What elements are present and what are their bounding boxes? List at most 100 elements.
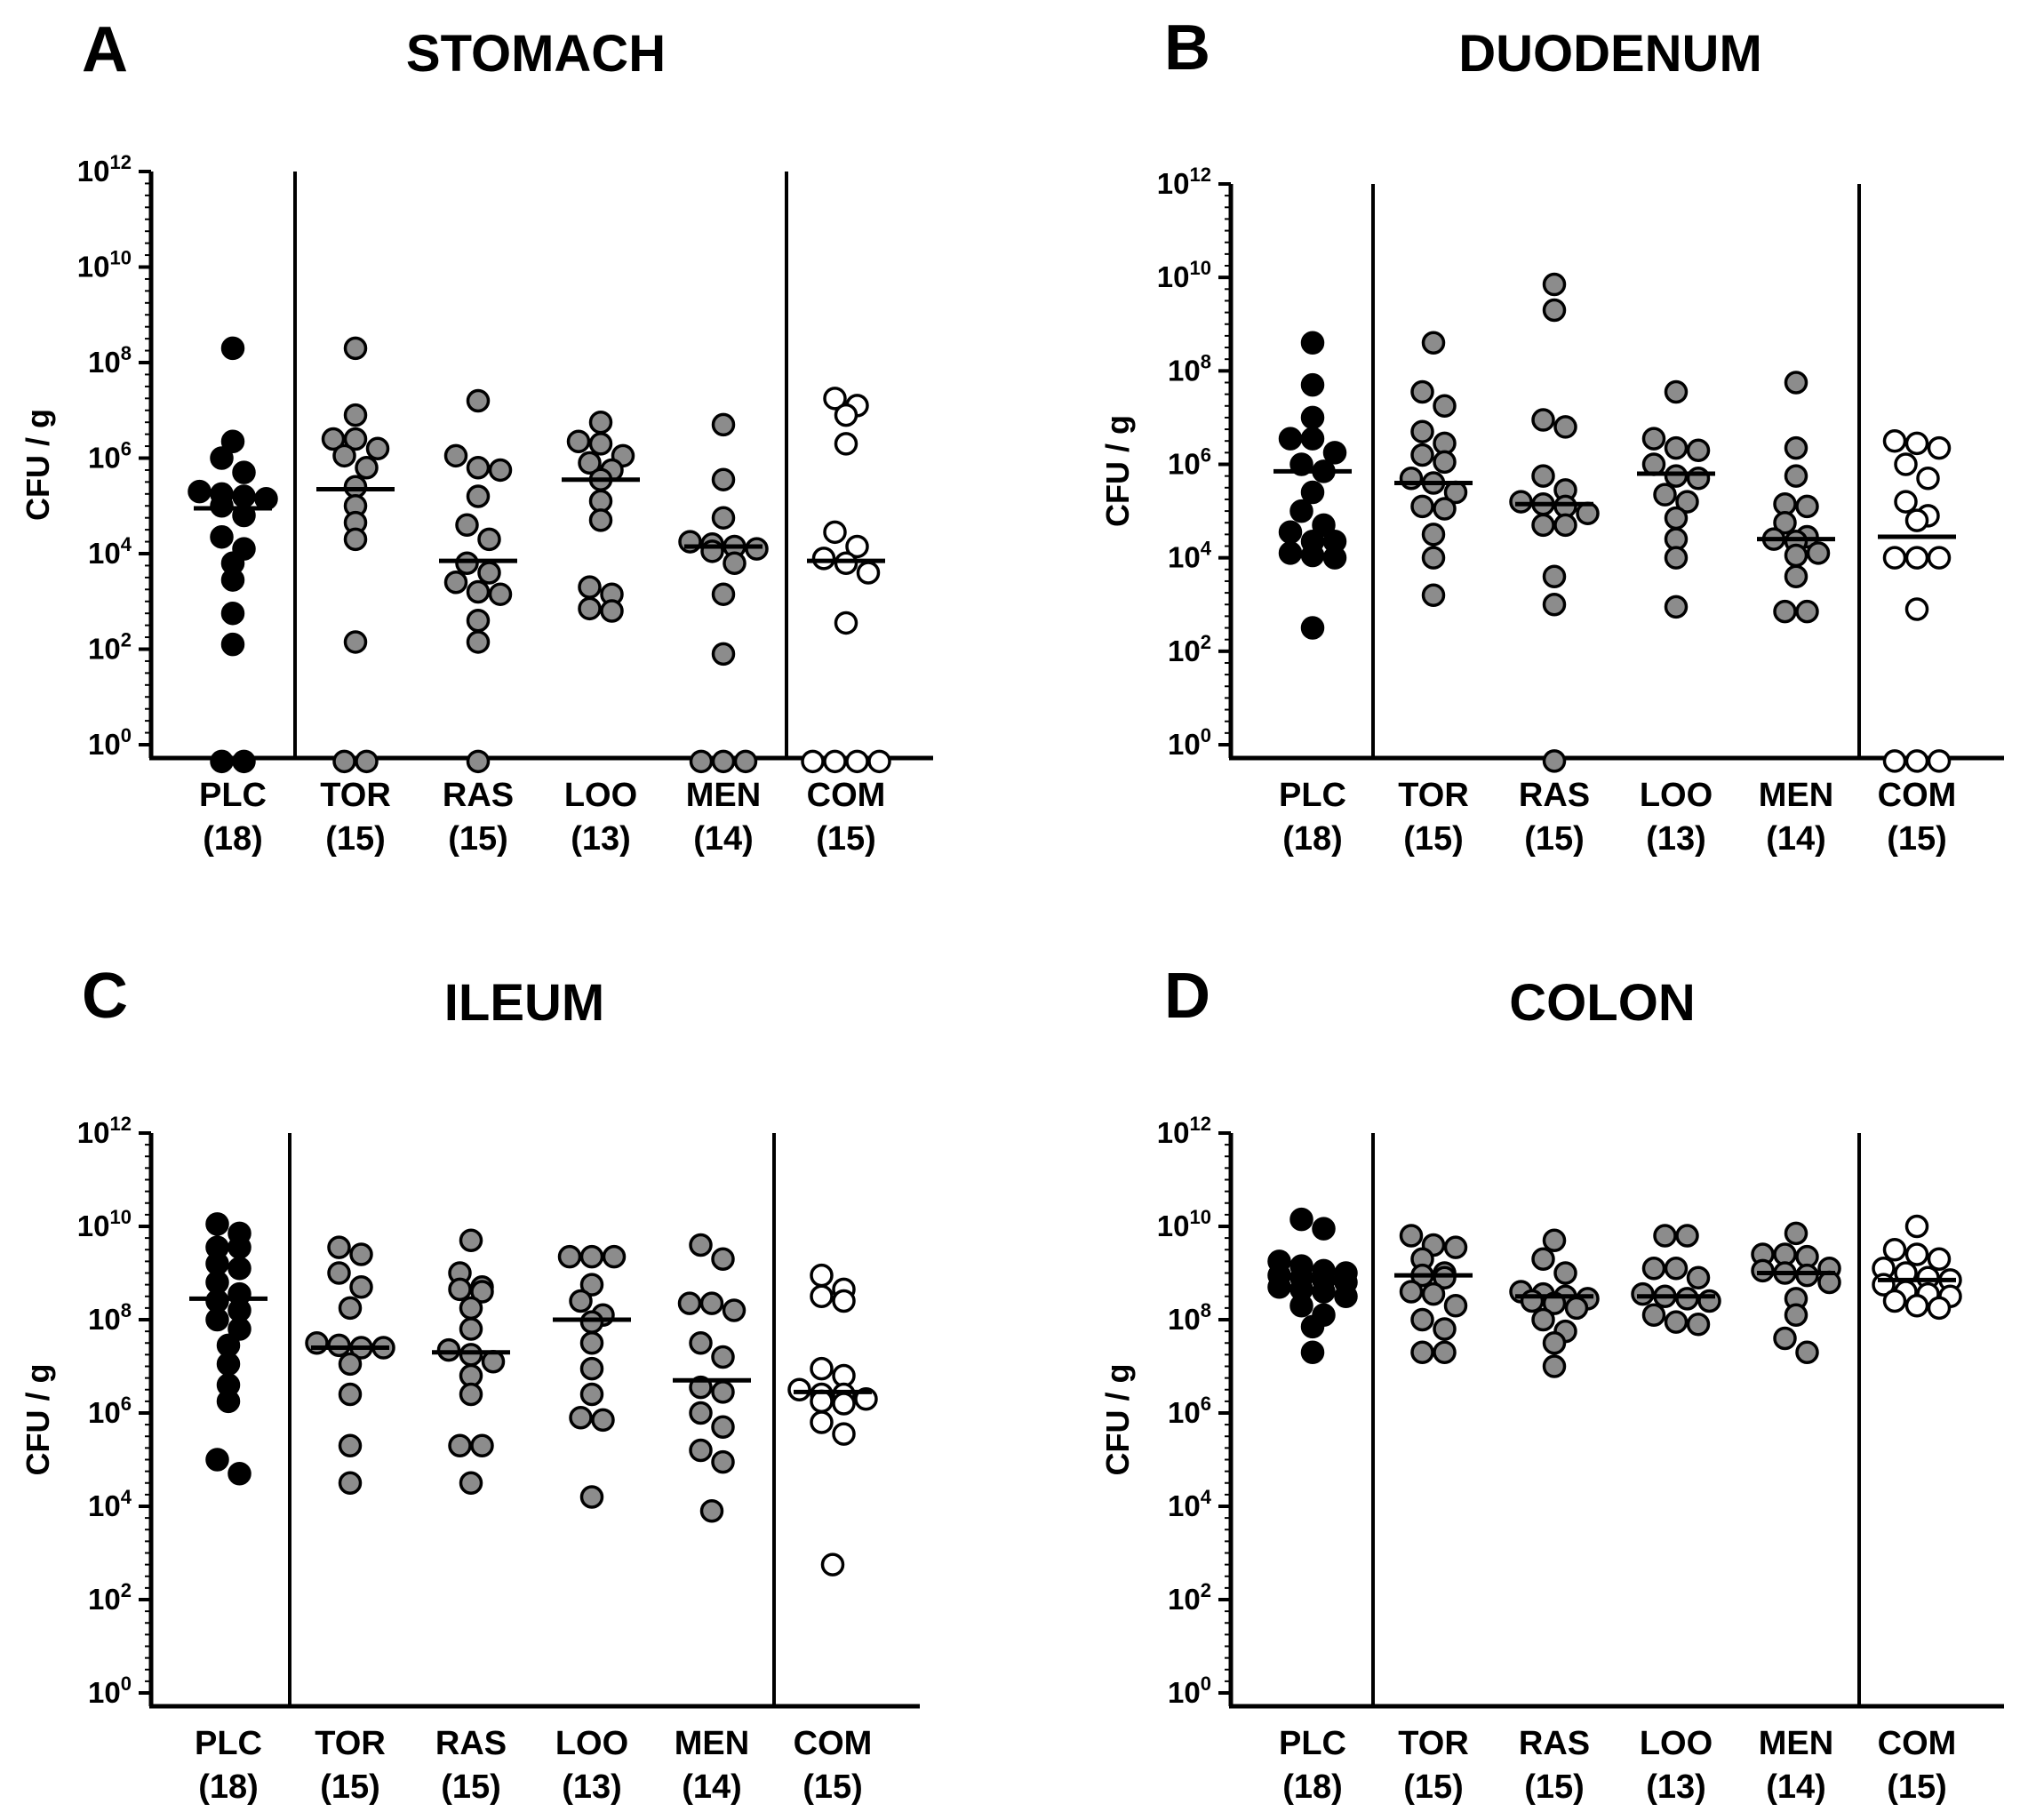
data-point <box>355 456 379 480</box>
y-tick-label: 104 <box>88 533 132 570</box>
data-point <box>343 527 368 552</box>
data-point <box>459 1471 483 1495</box>
data-point <box>220 429 245 453</box>
x-category-label: LOO <box>1640 777 1713 814</box>
data-point <box>1433 1265 1457 1289</box>
y-tick-label: 108 <box>1168 350 1211 387</box>
x-category-n: (15) <box>325 820 386 858</box>
x-category-label: COM <box>1878 777 1957 814</box>
data-point <box>723 551 747 575</box>
data-point <box>1300 543 1325 568</box>
data-point <box>1882 546 1907 570</box>
data-point <box>1653 483 1677 507</box>
data-point <box>1312 1217 1336 1241</box>
data-point <box>1927 749 1952 773</box>
data-point <box>700 539 724 563</box>
data-point <box>1542 272 1567 297</box>
data-point <box>1300 480 1325 505</box>
data-point <box>1443 1235 1468 1259</box>
data-point <box>1531 513 1555 538</box>
y-tick-label: 102 <box>88 1579 132 1616</box>
data-point <box>1399 467 1424 491</box>
data-point <box>459 1382 483 1407</box>
data-point <box>578 575 602 599</box>
data-point <box>810 1284 834 1308</box>
data-point <box>1410 379 1434 404</box>
y-tick-label: 104 <box>1168 1486 1212 1522</box>
data-point <box>254 486 278 511</box>
data-point <box>569 1289 593 1313</box>
data-point <box>1531 1247 1555 1271</box>
x-category-n: (15) <box>441 1768 501 1806</box>
data-point <box>810 1410 834 1434</box>
data-point <box>1664 379 1689 404</box>
data-point <box>1795 599 1819 624</box>
y-tick-label: 104 <box>88 1486 132 1522</box>
data-point <box>466 749 491 774</box>
data-point <box>1675 1224 1699 1248</box>
data-point <box>834 432 858 456</box>
data-point <box>1278 427 1303 451</box>
data-point <box>1904 597 1929 621</box>
data-point <box>466 609 491 633</box>
data-point <box>477 561 501 585</box>
data-point <box>1664 435 1689 460</box>
data-point <box>1904 508 1929 532</box>
data-point <box>1904 546 1929 570</box>
data-point <box>459 1296 483 1321</box>
data-point <box>1553 415 1577 439</box>
data-point <box>210 524 234 549</box>
data-point <box>711 1449 735 1474</box>
data-point <box>1664 595 1689 619</box>
data-point <box>588 489 613 514</box>
data-point <box>1509 490 1533 514</box>
data-point <box>321 427 346 451</box>
y-tick-label: 106 <box>88 438 132 475</box>
data-point <box>1795 494 1819 519</box>
data-point <box>1300 427 1325 451</box>
y-axis-label: CFU / g <box>1099 415 1136 527</box>
data-point <box>1300 1314 1325 1339</box>
data-point <box>455 513 479 537</box>
data-point <box>1300 616 1325 640</box>
data-point <box>1927 1296 1952 1321</box>
data-point <box>205 1307 229 1332</box>
x-category-n: (13) <box>571 820 631 858</box>
x-category-label: TOR <box>320 777 391 814</box>
data-point <box>1882 1289 1907 1313</box>
y-tick-label: 100 <box>88 1672 132 1709</box>
data-point <box>733 749 758 774</box>
x-category-n: (15) <box>320 1768 380 1806</box>
data-point <box>845 749 869 774</box>
data-point <box>823 387 847 411</box>
data-point <box>820 1553 845 1577</box>
panel-title: ILEUM <box>444 974 604 1032</box>
x-category-n: (14) <box>682 1768 742 1806</box>
data-point <box>711 1247 735 1271</box>
y-tick-label: 102 <box>1168 631 1211 667</box>
x-category-n: (18) <box>203 820 263 858</box>
data-point <box>856 561 881 585</box>
data-point <box>722 1298 747 1322</box>
data-point <box>1421 523 1446 547</box>
data-point <box>1882 749 1907 773</box>
y-axis-label: CFU / g <box>20 409 56 521</box>
data-point <box>1433 1340 1457 1364</box>
data-point <box>1882 1238 1907 1262</box>
data-point <box>579 1485 604 1509</box>
data-point <box>1904 431 1929 456</box>
data-point <box>711 1345 735 1369</box>
y-tick-label: 106 <box>1168 444 1211 481</box>
data-point <box>220 336 245 361</box>
data-point <box>1795 1340 1819 1364</box>
x-category-n: (15) <box>1887 820 1947 858</box>
data-point <box>466 484 491 508</box>
data-point <box>349 1275 373 1299</box>
data-point <box>711 412 736 437</box>
x-category-label: TOR <box>315 1725 386 1762</box>
data-point <box>1686 467 1711 491</box>
data-point <box>1564 1296 1589 1321</box>
data-point <box>832 1422 856 1446</box>
data-point <box>810 1356 834 1381</box>
data-point <box>1773 510 1797 535</box>
